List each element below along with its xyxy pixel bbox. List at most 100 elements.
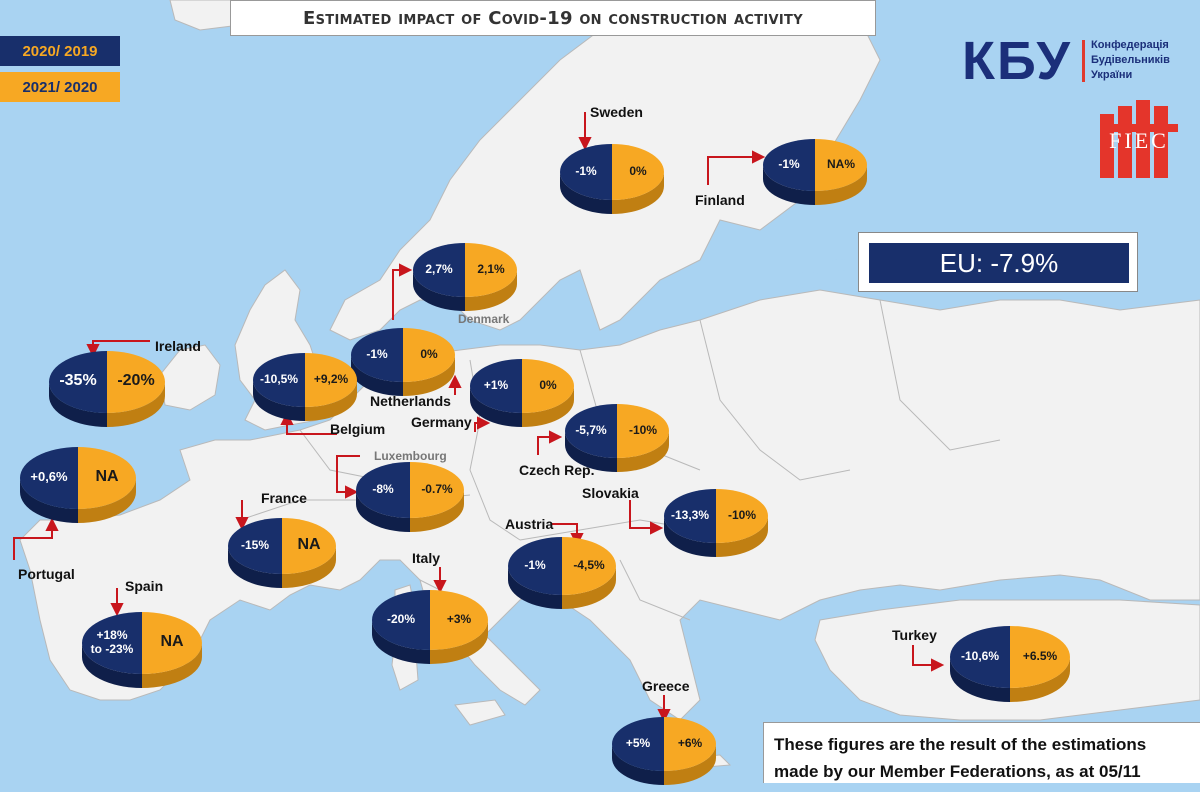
pie-czech-rep: -5,7% -10% xyxy=(563,402,671,474)
pie-graphic-austria xyxy=(508,537,616,609)
pie-slice-2020-turkey xyxy=(950,626,1010,688)
pie-side-2020-turkey xyxy=(950,657,1010,702)
pie-spain: +18% to -23% NA xyxy=(80,610,204,690)
pie-graphic-finland xyxy=(763,139,867,205)
source-note-line-2: made by our Member Federations, as at 05… xyxy=(774,762,1141,781)
pie-slice-2020-belgium xyxy=(253,353,305,407)
pie-portugal: +0,6% NA xyxy=(18,445,138,525)
value-2021-slovakia: -10% xyxy=(727,507,756,522)
pie-side-2021-slovakia xyxy=(716,516,768,557)
eu-total-box: EU: -7.9% xyxy=(858,232,1138,292)
country-label-ireland: Ireland xyxy=(155,338,201,354)
value-2020-slovakia: -13,3% xyxy=(670,507,710,522)
pie-slice-2021-greece xyxy=(664,717,716,771)
pie-ireland: -35% -20% xyxy=(47,349,167,429)
pie-slice-2021-ireland xyxy=(107,351,165,413)
value-2020-czech-rep: -5,7% xyxy=(575,422,607,437)
pie-graphic-ireland xyxy=(49,351,165,427)
value-2020-greece: +5% xyxy=(625,735,651,750)
pie-side-2020-sweden xyxy=(560,172,612,214)
pie-side-2020-germany xyxy=(470,386,522,427)
value-2021-france: NA xyxy=(297,536,321,554)
pie-side-2020-belgium xyxy=(253,380,305,421)
fiec-logo: FIEC xyxy=(1100,100,1178,178)
pie-slice-2021-luxembourg xyxy=(410,462,464,518)
pie-side-2020-italy xyxy=(372,620,430,664)
pie-side-2021-finland xyxy=(815,165,867,205)
country-label-slovakia: Slovakia xyxy=(582,485,639,501)
value-2021-denmark: 2,1% xyxy=(477,261,505,276)
legend-2021-2020: 2021/ 2020 xyxy=(0,72,120,102)
pie-graphic-portugal xyxy=(20,447,136,523)
pie-slice-2021-austria xyxy=(562,537,616,595)
pie-side-2021-sweden xyxy=(612,172,664,214)
pie-slice-2020-czech-rep xyxy=(565,404,617,458)
value-2021-portugal: NA xyxy=(95,468,119,486)
kbu-logo-line-1: Конфедерація xyxy=(1091,39,1169,51)
pie-side-2020-slovakia xyxy=(664,516,716,557)
value-2020-sweden: -1% xyxy=(575,163,597,178)
pie-slice-2020-portugal xyxy=(20,447,78,509)
pie-side-2021-greece xyxy=(664,744,716,785)
pie-slice-2021-italy xyxy=(430,590,488,650)
value-2021-sweden: 0% xyxy=(629,163,647,178)
pie-greece: +5% +6% xyxy=(610,715,718,787)
pie-side-2021-italy xyxy=(430,620,488,664)
country-label-denmark: Denmark xyxy=(458,312,510,326)
pie-side-2021-czech-rep xyxy=(617,431,669,472)
pie-graphic-germany xyxy=(470,359,574,427)
pie-slice-2020-denmark xyxy=(413,243,465,297)
pie-side-2021-austria xyxy=(562,566,616,609)
legend-2020-2019: 2020/ 2019 xyxy=(0,36,120,66)
svg-text:FIEC: FIEC xyxy=(1109,128,1169,153)
value-2021-austria: -4,5% xyxy=(573,557,605,572)
pie-slice-2021-spain xyxy=(142,612,202,674)
pie-slice-2020-spain xyxy=(82,612,142,674)
country-label-belgium: Belgium xyxy=(330,421,386,437)
value-2020-ireland: -35% xyxy=(59,372,97,390)
pie-side-2021-turkey xyxy=(1010,657,1070,702)
pie-slice-2020-italy xyxy=(372,590,430,650)
value-2020-netherlands: -1% xyxy=(366,346,388,361)
country-label-germany: Germany xyxy=(411,414,472,430)
pie-finland: -1% NA% xyxy=(761,137,869,207)
pie-slice-2020-austria xyxy=(508,537,562,595)
country-label-sweden: Sweden xyxy=(590,104,643,120)
pie-slice-2021-czech-rep xyxy=(617,404,669,458)
country-label-italy: Italy xyxy=(412,550,441,566)
pie-graphic-netherlands xyxy=(351,328,455,396)
value-2020-italy: -20% xyxy=(386,611,415,626)
pie-slice-2021-turkey xyxy=(1010,626,1070,688)
value-2021-turkey: +6.5% xyxy=(1022,648,1058,663)
value-2021-belgium: +9,2% xyxy=(313,371,349,386)
value-2021-spain: NA xyxy=(160,633,184,651)
pie-slice-2021-netherlands xyxy=(403,328,455,382)
value-2020-turkey: -10,6% xyxy=(960,648,1000,663)
country-label-france: France xyxy=(261,490,307,506)
pie-graphic-belgium xyxy=(253,353,357,421)
pie-side-2020-portugal xyxy=(20,478,78,523)
pie-slice-2020-netherlands xyxy=(351,328,403,382)
value-2021-finland: NA% xyxy=(826,156,855,171)
pie-sweden: -1% 0% xyxy=(558,142,666,216)
pie-side-2021-denmark xyxy=(465,270,517,311)
pie-side-2021-netherlands xyxy=(403,355,455,396)
pie-side-2020-netherlands xyxy=(351,355,403,396)
kbu-logo-line-2: Будівельників xyxy=(1091,54,1170,66)
country-label-luxembourg: Luxembourg xyxy=(374,449,447,463)
value-2020-line1-spain: +18% xyxy=(96,628,128,643)
pie-slice-2020-sweden xyxy=(560,144,612,200)
pie-side-2020-austria xyxy=(508,566,562,609)
kbu-logo-line-3: України xyxy=(1091,69,1133,81)
pie-slice-2020-france xyxy=(228,518,282,574)
pie-slice-2020-luxembourg xyxy=(356,462,410,518)
pie-slovakia: -13,3% -10% xyxy=(662,487,770,559)
country-label-spain: Spain xyxy=(125,578,164,594)
value-2021-czech-rep: -10% xyxy=(628,422,657,437)
pie-side-2021-france xyxy=(282,546,336,588)
pie-germany: +1% 0% xyxy=(468,357,576,429)
value-2020-line2-spain: to -23% xyxy=(90,641,134,656)
value-2020-austria: -1% xyxy=(524,557,546,572)
pie-side-2020-luxembourg xyxy=(356,490,410,532)
pie-turkey: -10,6% +6.5% xyxy=(948,624,1072,704)
